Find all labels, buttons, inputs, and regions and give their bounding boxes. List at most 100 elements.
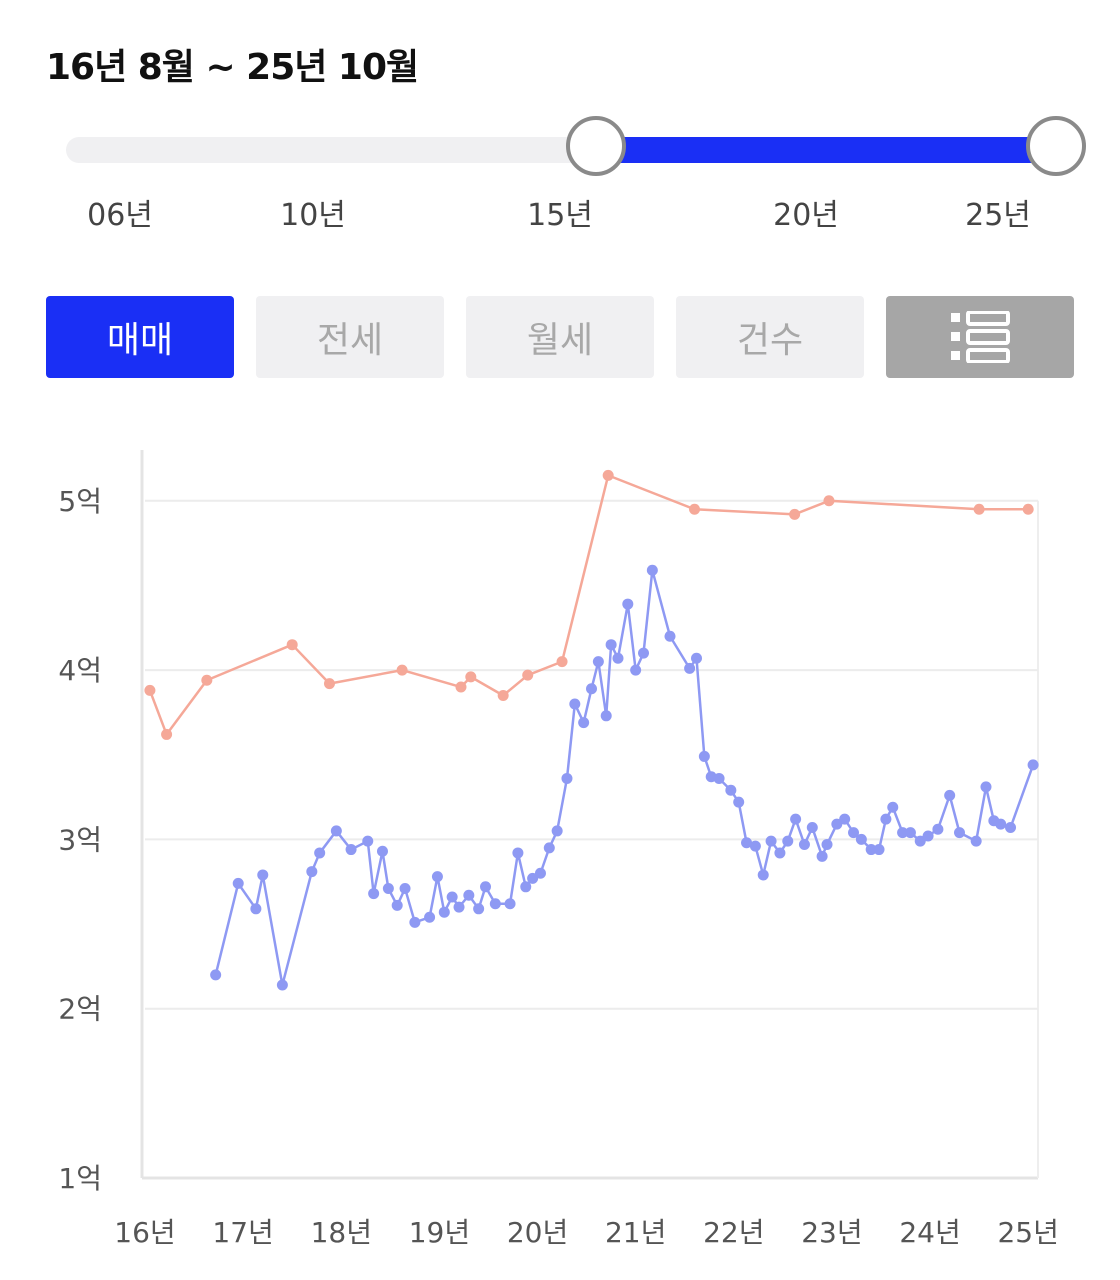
data-point xyxy=(446,891,458,903)
data-point xyxy=(689,503,701,515)
y-tick-label: 2억 xyxy=(58,993,102,1026)
data-point xyxy=(382,882,394,894)
data-point xyxy=(839,813,851,825)
data-point xyxy=(473,903,485,915)
slider-tick-label: 06년 xyxy=(87,198,153,233)
y-tick-label: 4억 xyxy=(58,654,102,687)
data-point xyxy=(733,796,745,808)
year-range-slider[interactable] xyxy=(66,110,1086,190)
data-point xyxy=(880,813,892,825)
slider-selected-range xyxy=(596,137,1056,163)
tab-sale[interactable]: 매매 xyxy=(46,296,234,378)
data-point xyxy=(463,889,475,901)
data-point xyxy=(848,827,860,839)
data-point xyxy=(691,652,703,664)
data-point xyxy=(201,674,213,686)
data-point xyxy=(789,508,801,520)
data-point xyxy=(438,906,450,918)
data-point xyxy=(757,869,769,881)
tab-monthly-rent[interactable]: 월세 xyxy=(466,296,654,378)
tab-jeonse[interactable]: 전세 xyxy=(256,296,444,378)
slider-tick-label: 25년 xyxy=(965,198,1031,233)
x-tick-label: 23년 xyxy=(801,1216,862,1249)
x-tick-label: 20년 xyxy=(507,1216,568,1249)
data-point xyxy=(749,840,761,852)
y-tick-label: 3억 xyxy=(58,823,102,856)
data-point xyxy=(914,835,926,847)
data-point xyxy=(409,916,421,928)
data-point xyxy=(314,847,326,859)
data-point xyxy=(605,639,617,651)
data-point xyxy=(497,689,509,701)
data-point xyxy=(684,662,696,674)
data-point xyxy=(306,866,318,878)
x-tick-label: 25년 xyxy=(997,1216,1058,1249)
data-point xyxy=(424,911,436,923)
deal-type-tabs: 매매 전세 월세 건수 xyxy=(46,296,1074,378)
data-point xyxy=(512,847,524,859)
data-point xyxy=(551,825,563,837)
data-point xyxy=(897,827,909,839)
data-point xyxy=(276,979,288,991)
data-point xyxy=(774,847,786,859)
period-title: 16년 8월 ~ 25년 10월 xyxy=(46,47,419,88)
x-tick-label: 16년 xyxy=(114,1216,175,1249)
data-point xyxy=(622,598,634,610)
data-point xyxy=(698,750,710,762)
data-point xyxy=(455,681,467,693)
data-point xyxy=(944,789,956,801)
x-tick-label: 18년 xyxy=(311,1216,372,1249)
data-point xyxy=(543,842,555,854)
data-point xyxy=(396,664,408,676)
data-point xyxy=(821,838,833,850)
data-point xyxy=(362,835,374,847)
slider-tick-label: 15년 xyxy=(527,198,593,233)
data-point xyxy=(855,833,867,845)
data-point xyxy=(1005,822,1017,834)
data-point xyxy=(323,678,335,690)
data-point xyxy=(806,822,818,834)
data-point xyxy=(741,837,753,849)
data-point xyxy=(765,835,777,847)
data-point xyxy=(600,710,612,722)
data-point xyxy=(522,669,534,681)
data-point xyxy=(953,827,965,839)
data-point xyxy=(970,835,982,847)
series-line xyxy=(214,568,1035,987)
data-point xyxy=(578,717,590,729)
data-point xyxy=(725,784,737,796)
data-point xyxy=(973,503,985,515)
data-point xyxy=(232,877,244,889)
data-point xyxy=(602,469,614,481)
data-point xyxy=(790,813,802,825)
tab-count[interactable]: 건수 xyxy=(676,296,864,378)
data-point xyxy=(816,850,828,862)
data-point xyxy=(798,838,810,850)
data-point xyxy=(865,844,877,856)
data-point xyxy=(161,728,173,740)
data-point xyxy=(1022,503,1034,515)
list-view-button[interactable] xyxy=(886,296,1074,378)
data-point xyxy=(431,871,443,883)
data-point xyxy=(782,835,794,847)
data-point xyxy=(391,899,403,911)
slider-tick-label: 20년 xyxy=(773,198,839,233)
data-point xyxy=(823,495,835,507)
data-point xyxy=(995,818,1007,830)
x-tick-label: 22년 xyxy=(703,1216,764,1249)
price-trend-chart: 5억 4억 3억 2억 1억 16년 17년 18년 19년 20년 21년 22년 23년 24년 25년 xyxy=(58,450,1059,1249)
data-point xyxy=(210,969,222,981)
slider-end-handle[interactable] xyxy=(1026,116,1086,176)
slider-tick-label: 10년 xyxy=(280,198,346,233)
data-point xyxy=(527,872,539,884)
data-point xyxy=(1027,759,1039,771)
data-point xyxy=(664,630,676,642)
x-tick-label: 21년 xyxy=(605,1216,666,1249)
data-point xyxy=(561,772,573,784)
data-point xyxy=(638,647,650,659)
slider-start-handle[interactable] xyxy=(566,116,626,176)
data-point xyxy=(144,684,156,696)
data-point xyxy=(873,844,885,856)
data-point xyxy=(592,656,604,668)
data-point xyxy=(630,664,642,676)
